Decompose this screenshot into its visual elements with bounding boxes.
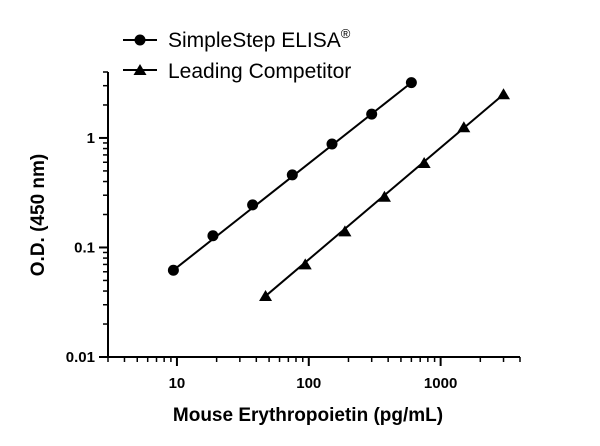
data-point-competitor [338, 225, 352, 237]
data-point-simplestep [286, 169, 298, 181]
legend-marker-triangle [133, 64, 147, 75]
x-tick-label: 10 [169, 375, 186, 392]
data-point-simplestep [207, 230, 219, 242]
legend-label-simplestep-text: SimpleStep ELISA [168, 29, 341, 52]
data-point-simplestep [167, 264, 179, 276]
data-point-simplestep [247, 199, 259, 211]
legend-item-simplestep: SimpleStep ELISA® [123, 26, 351, 52]
y-tick-label: 0.1 [74, 239, 95, 256]
axes [107, 72, 520, 358]
data-point-simplestep [405, 77, 417, 89]
data-point-competitor [457, 121, 471, 133]
y-axis-title: O.D. (450 nm) [28, 154, 49, 276]
data-point-competitor [417, 156, 431, 168]
legend-item-competitor: Leading Competitor [123, 60, 351, 83]
data-point-competitor [377, 190, 391, 202]
legend-label-competitor: Leading Competitor [168, 60, 351, 83]
data-point-simplestep [366, 108, 378, 120]
data-point-competitor [298, 258, 312, 270]
data-point-competitor [497, 88, 511, 100]
y-tick-label: 1 [87, 130, 95, 147]
series-layer [167, 77, 511, 302]
data-point-competitor [259, 290, 273, 302]
ticks: 10 100 1000 0.01 0.1 1 [66, 71, 521, 392]
x-tick-label: 100 [296, 375, 321, 392]
data-point-simplestep [326, 138, 338, 150]
legend-label-registered-mark: ® [341, 26, 351, 41]
legend-label-simplestep: SimpleStep ELISA® [168, 26, 351, 52]
x-axis-title: Mouse Erythropoietin (pg/mL) [173, 405, 443, 426]
x-tick-label: 1000 [424, 375, 457, 392]
legend: SimpleStep ELISA® Leading Competitor [123, 26, 351, 83]
y-tick-label: 0.01 [66, 349, 95, 366]
legend-marker-circle [134, 34, 146, 46]
